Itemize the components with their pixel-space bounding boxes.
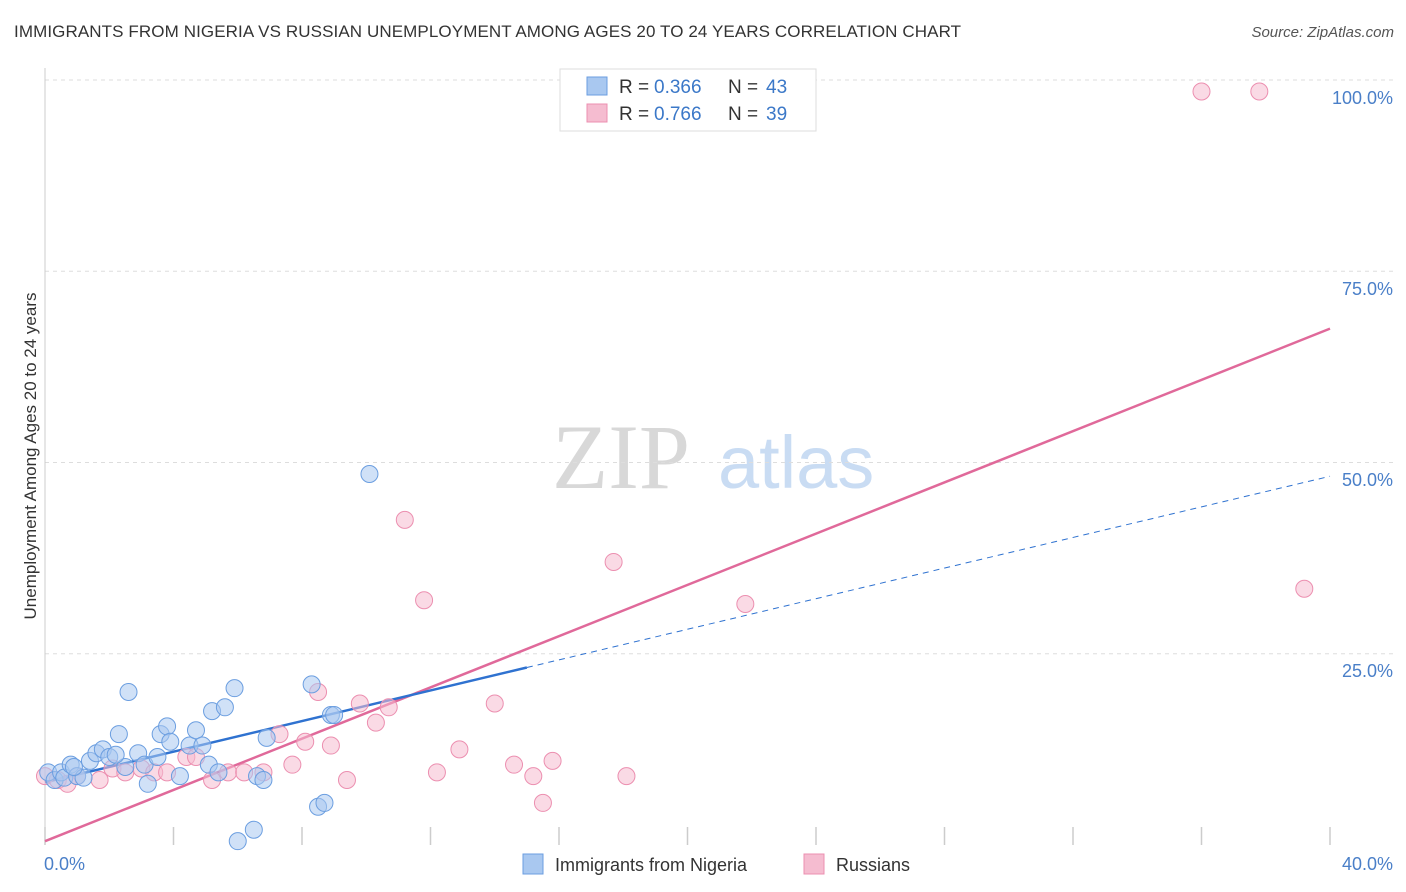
point-russians-34 — [604, 552, 623, 571]
y-tick-label-75: 75.0% — [1342, 279, 1393, 299]
point-nigeria-42 — [106, 745, 125, 764]
point-nigeria-18 — [161, 732, 180, 751]
point-nigeria-35 — [315, 793, 334, 812]
point-russians-25 — [395, 510, 414, 529]
bottom-legend-label-russians: Russians — [836, 855, 910, 875]
point-russians-39 — [1295, 579, 1314, 598]
point-nigeria-19 — [170, 767, 189, 786]
y-tick-label-50: 50.0% — [1342, 470, 1393, 490]
legend-n-label-2: N = — [728, 104, 758, 125]
point-russians-38 — [1250, 82, 1269, 101]
point-nigeria-11 — [116, 757, 135, 776]
legend-swatch-russians — [586, 103, 608, 123]
point-russians-21 — [337, 770, 356, 789]
legend-n-value-1: 43 — [766, 77, 787, 98]
point-nigeria-33 — [302, 675, 321, 694]
y-tick-label-25: 25.0% — [1342, 661, 1393, 681]
point-nigeria-28 — [228, 832, 247, 851]
point-nigeria-10 — [109, 725, 128, 744]
legend-r-value-2: 0.766 — [654, 104, 702, 125]
point-russians-33 — [543, 751, 562, 770]
point-nigeria-38 — [360, 464, 379, 483]
watermark-zip: ZIP — [552, 406, 690, 508]
point-russians-29 — [485, 694, 504, 713]
data-points — [36, 82, 1314, 851]
point-nigeria-37 — [325, 705, 344, 724]
trend-line-nigeria-extended — [526, 475, 1331, 669]
point-russians-24 — [379, 698, 398, 717]
legend: R = 0.366 N = 43 R = 0.766 N = 39 — [559, 68, 817, 132]
legend-swatch-nigeria — [586, 76, 608, 96]
axes — [44, 68, 1331, 845]
legend-n-label-1: N = — [728, 77, 758, 98]
point-nigeria-40 — [148, 748, 167, 767]
x-tick-label-max: 40.0% — [1342, 854, 1393, 874]
bottom-legend: Immigrants from Nigeria Russians — [522, 853, 910, 875]
legend-n-value-2: 39 — [766, 104, 787, 125]
legend-r-label-2: R = — [619, 104, 649, 125]
point-russians-36 — [736, 595, 755, 614]
point-nigeria-17 — [158, 717, 177, 736]
point-russians-32 — [533, 793, 552, 812]
point-nigeria-22 — [193, 736, 212, 755]
point-russians-27 — [427, 763, 446, 782]
point-russians-37 — [1192, 82, 1211, 101]
point-nigeria-31 — [254, 770, 273, 789]
bottom-legend-label-nigeria: Immigrants from Nigeria — [555, 855, 748, 875]
point-russians-20 — [321, 736, 340, 755]
grid — [45, 79, 1395, 655]
point-russians-17 — [283, 755, 302, 774]
bottom-legend-swatch-nigeria — [522, 853, 544, 875]
point-russians-35 — [617, 767, 636, 786]
point-russians-31 — [524, 767, 543, 786]
legend-r-label-1: R = — [619, 77, 649, 98]
point-russians-18 — [296, 732, 315, 751]
point-nigeria-26 — [215, 698, 234, 717]
point-russians-23 — [366, 713, 385, 732]
y-axis-title: Unemployment Among Ages 20 to 24 years — [21, 293, 40, 620]
point-nigeria-27 — [225, 679, 244, 698]
point-nigeria-29 — [244, 820, 263, 839]
y-tick-label-100: 100.0% — [1332, 88, 1393, 108]
legend-r-value-1: 0.366 — [654, 77, 702, 98]
source-label: Source: ZipAtlas.com — [1251, 24, 1394, 41]
point-nigeria-41 — [64, 757, 83, 776]
point-russians-30 — [505, 755, 524, 774]
point-nigeria-12 — [119, 683, 138, 701]
chart-title: IMMIGRANTS FROM NIGERIA VS RUSSIAN UNEMP… — [14, 22, 962, 41]
x-tick-label-min: 0.0% — [44, 854, 85, 874]
point-nigeria-21 — [186, 721, 205, 740]
point-russians-28 — [450, 740, 469, 759]
point-russians-26 — [415, 591, 434, 610]
bottom-legend-swatch-russians — [803, 853, 825, 875]
point-russians-22 — [350, 694, 369, 713]
point-nigeria-25 — [209, 763, 228, 782]
point-nigeria-15 — [138, 774, 157, 793]
trend-line-russians — [44, 327, 1331, 843]
point-nigeria-32 — [257, 728, 276, 747]
